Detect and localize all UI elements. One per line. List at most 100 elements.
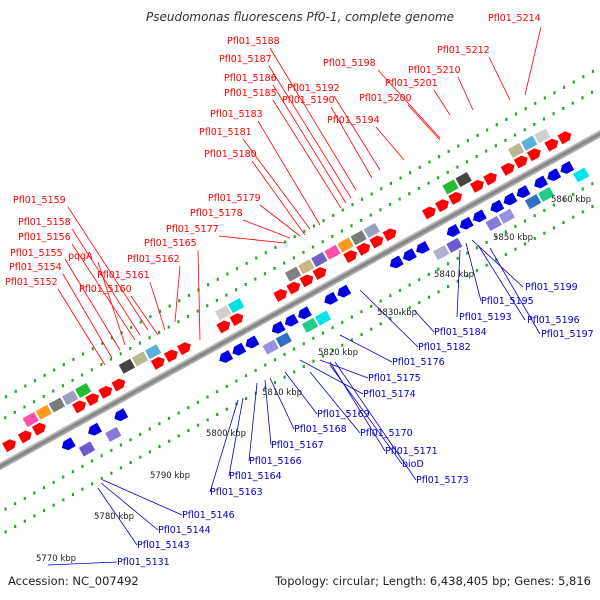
gene-label[interactable]: Pfl01_5181 [199,127,252,138]
gene-arrow[interactable] [516,185,531,199]
gene-arrow[interactable] [526,148,541,162]
gene-label[interactable]: Pfl01_5177 [166,224,219,235]
gene-arrow[interactable] [459,216,474,230]
gene-label[interactable]: Pfl01_5212 [437,45,490,56]
gene-label[interactable]: Pfl01_5185 [224,88,277,99]
gene-arrow[interactable] [448,192,463,205]
gene-arrow[interactable] [216,320,231,334]
gene-arrow[interactable] [402,248,417,262]
gene-label[interactable]: Pfl01_5156 [18,232,71,243]
gene-arrow[interactable] [472,209,487,223]
gene-label[interactable]: Pfl01_5198 [323,58,376,69]
gene-arrow[interactable] [98,385,113,399]
gene-label[interactable]: Pfl01_5186 [224,73,277,84]
gene-label[interactable]: Pfl01_5174 [363,389,416,400]
gene-label[interactable]: Pfl01_5182 [418,342,471,353]
gene-arrow[interactable] [500,162,515,176]
gene-label[interactable]: Pfl01_5144 [158,525,211,536]
gene-label[interactable]: Pfl01_5166 [249,456,302,467]
gene-arrow[interactable] [232,342,247,356]
gene-label[interactable]: Pfl01_5196 [527,315,580,326]
gene-label[interactable]: Pfl01_5175 [368,373,421,384]
gene-arrow[interactable] [229,313,244,327]
gene-arrow[interactable] [343,250,358,264]
gene-label[interactable]: Pfl01_5183 [210,109,263,120]
gene-arrow[interactable] [356,242,371,256]
gene-arrow[interactable] [111,378,126,392]
gene-arrow[interactable] [446,223,461,237]
gene-arrow[interactable] [2,439,16,453]
gene-label[interactable]: Pfl01_5201 [385,78,438,89]
gene-arrow[interactable] [547,168,562,182]
gene-arrow[interactable] [219,350,234,363]
gene-label[interactable]: Pfl01_5200 [359,93,412,104]
gene-arrow[interactable] [150,356,165,370]
gene-label[interactable]: Pfl01_5158 [18,217,71,228]
gene-arrow[interactable] [299,274,314,288]
gene-label[interactable]: Pfl01_5178 [190,208,243,219]
gene-label[interactable]: Pfl01_5152 [5,277,58,288]
gene-label[interactable]: Pfl01_5154 [9,262,62,273]
gene-arrow[interactable] [503,192,518,206]
gene-label[interactable]: Pfl01_5159 [13,195,66,206]
gene-arrow[interactable] [416,240,430,254]
gene-arrow[interactable] [88,422,102,436]
gene-label[interactable]: Pfl01_5188 [227,36,280,47]
gene-arrow[interactable] [61,437,76,451]
gene-arrow[interactable] [85,393,100,407]
gene-label[interactable]: Pfl01_5155 [10,248,63,259]
gene-label[interactable]: Pfl01_5197 [541,329,594,340]
gene-arrow[interactable] [483,172,497,186]
gene-arrow[interactable] [470,179,484,193]
gene-label[interactable]: Pfl01_5214 [488,13,541,24]
gene-arrow[interactable] [369,235,384,249]
gene-arrow[interactable] [560,160,575,174]
gene-arrow[interactable] [177,342,191,356]
gene-arrow[interactable] [298,306,312,320]
gene-label[interactable]: Pfl01_5164 [229,471,282,482]
gene-label[interactable]: Pfl01_5179 [208,193,261,204]
gene-arrow[interactable] [513,155,528,169]
gene-arrow[interactable] [114,408,129,422]
gene-label[interactable]: Pfl01_5163 [210,487,263,498]
gene-label[interactable]: Pfl01_5165 [144,238,197,249]
gene-label[interactable]: bioD [402,459,424,470]
gene-arrow[interactable] [163,349,178,363]
gene-label[interactable]: Pfl01_5193 [459,312,512,323]
gene-arrow[interactable] [17,430,32,444]
gene-label[interactable]: Pfl01_5192 [287,83,340,94]
gene-label[interactable]: Pfl01_5180 [204,149,257,160]
gene-arrow[interactable] [312,267,327,281]
gene-label[interactable]: pqqA [68,251,93,262]
gene-label[interactable]: Pfl01_5184 [434,327,487,338]
gene-label[interactable]: Pfl01_5173 [416,475,469,486]
gene-arrow[interactable] [31,422,46,436]
gene-arrow[interactable] [382,228,397,242]
gene-arrow[interactable] [337,284,352,298]
gene-arrow[interactable] [284,313,299,327]
gene-label[interactable]: Pfl01_5131 [117,557,170,568]
gene-arrow[interactable] [490,199,505,213]
gene-label[interactable]: Pfl01_5194 [327,115,380,126]
gene-arrow[interactable] [273,288,288,302]
gene-label[interactable]: Pfl01_5176 [392,357,445,368]
gene-label[interactable]: Pfl01_5168 [294,424,347,435]
gene-label[interactable]: Pfl01_5190 [282,95,335,106]
gene-label[interactable]: Pfl01_5161 [97,270,150,281]
gene-arrow[interactable] [271,320,286,334]
gene-arrow[interactable] [421,206,436,220]
gene-label[interactable]: Pfl01_5167 [271,440,324,451]
gene-label[interactable]: Pfl01_5146 [182,510,235,521]
gene-arrow[interactable] [557,131,572,145]
gene-arrow[interactable] [324,291,339,305]
gene-label[interactable]: Pfl01_5199 [525,282,578,293]
gene-label[interactable]: Pfl01_5169 [317,409,370,420]
gene-arrow[interactable] [72,400,86,414]
gene-arrow[interactable] [435,199,449,213]
gene-label[interactable]: Pfl01_5162 [127,254,180,265]
gene-label[interactable]: Pfl01_5210 [408,65,461,76]
gene-label[interactable]: Pfl01_5171 [385,446,438,457]
gene-arrow[interactable] [245,335,260,349]
gene-arrow[interactable] [534,175,548,189]
gene-label[interactable]: Pfl01_5195 [481,296,534,307]
